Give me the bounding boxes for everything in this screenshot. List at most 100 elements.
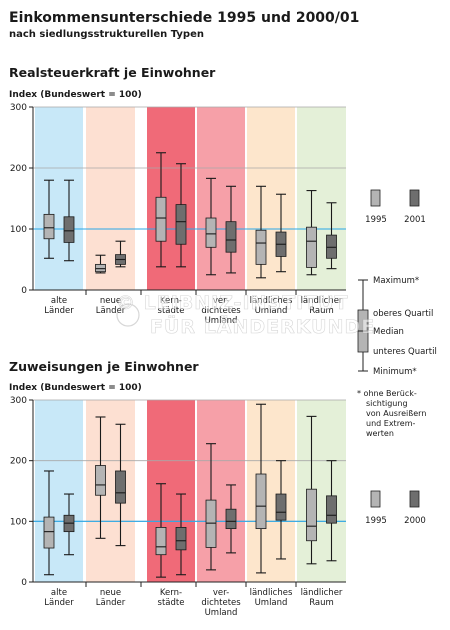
- chart-1-box-5-series-1: [255, 185, 267, 279]
- chart-1-box-3-series-1: [155, 152, 167, 268]
- chart-2-box-3-series-2: [175, 493, 187, 576]
- chart-1-box-4-series-1-iqr: [205, 217, 217, 248]
- chart-2-category-label-6-line-2: Raum: [309, 598, 334, 608]
- legend-label-series-2: 2001: [404, 215, 426, 225]
- chart-2-ytick-label-100: 100: [10, 517, 27, 527]
- figure-subtitle: nach siedlungsstrukturellen Typen: [9, 29, 204, 40]
- chart-2-band-3: [147, 400, 195, 582]
- legend-footnote: * ohne Berück- sichtigung von Ausreißern…: [357, 389, 426, 438]
- chart-1-box-6-series-1-iqr: [306, 226, 317, 268]
- chart-1-band-3: [147, 107, 195, 290]
- chart-2-band-5: [247, 400, 295, 582]
- chart-1-category-label-1-line-2: Länder: [44, 306, 74, 316]
- chart-2-box-2-series-2: [115, 423, 126, 547]
- chart-1-box-4-series-1: [205, 177, 217, 276]
- chart-1-band-6: [297, 107, 346, 290]
- chart-1-category-label-4-line-1: ver-: [213, 296, 229, 306]
- legend-swatch-series-1: [370, 189, 381, 207]
- chart-1-category-label-5-line-1: ländliches: [250, 296, 293, 306]
- chart-1-box-4-series-2: [225, 185, 237, 274]
- chart-2-category-label-1-line-2: Länder: [44, 598, 74, 608]
- chart-2-box-6-series-1: [306, 415, 317, 565]
- chart-1-box-1-series-2: [63, 179, 75, 262]
- chart-1-band-1: [35, 107, 83, 290]
- chart-2-box-4-series-1-iqr: [205, 499, 217, 548]
- chart-2-box-2-series-1: [95, 416, 106, 539]
- chart-1-category-label-1-line-1: alte: [51, 296, 67, 306]
- chart-1-category-label-3-line-1: Kern-: [160, 296, 182, 306]
- chart-1-box-6-series-1: [306, 190, 317, 276]
- chart-1-plot: 0100200300alteLänderneueLänderKern-städt…: [10, 103, 346, 326]
- footnote-line-4: und Extrem-: [366, 419, 416, 428]
- chart-2-box-1-series-2: [63, 493, 75, 556]
- legend-series-chart-2: 1995 2000: [365, 490, 426, 526]
- footnote-line-3: von Ausreißern: [366, 409, 426, 418]
- chart-1-ytick-label-300: 300: [10, 103, 27, 113]
- footnote-line-2: sichtigung: [366, 399, 408, 408]
- chart-1-category-label-5-line-2: Umland: [255, 306, 288, 316]
- chart-1-box-5-series-2: [275, 193, 287, 273]
- chart-2-box-3-series-2-iqr: [175, 527, 187, 551]
- chart-2-band-1: [35, 400, 83, 582]
- chart-2-category-label-2-line-2: Länder: [96, 598, 126, 608]
- chart-1-category-label-4-line-3: Umland: [205, 316, 238, 326]
- chart-1-box-3-series-2-iqr: [175, 204, 187, 245]
- chart-2-plot: 0100200300alteLänderneueLänderKern-städt…: [10, 396, 346, 618]
- chart-1-ytick-label-0: 0: [21, 286, 27, 296]
- chart-2-category-label-1-line-1: alte: [51, 588, 67, 598]
- chart-1-box-3-series-2: [175, 163, 187, 268]
- chart-2-box-2-series-2-iqr: [115, 470, 126, 504]
- chart-2-box-3-series-1-iqr: [155, 527, 167, 556]
- chart-2-ytick-label-200: 200: [10, 457, 27, 467]
- chart-2-box-2-series-1-iqr: [95, 465, 106, 496]
- legend-minimum-label: Minimum*: [373, 367, 417, 377]
- chart-2-category-label-4-line-1: ver-: [213, 588, 229, 598]
- chart-1-category-label-3-line-2: städte: [158, 306, 185, 316]
- chart-1-ylabel: Index (Bundeswert = 100): [9, 90, 142, 100]
- chart-1-box-6-series-2-iqr: [326, 234, 337, 259]
- chart-2-box-5-series-1: [255, 403, 267, 574]
- chart-1-category-label-2-line-2: Länder: [96, 306, 126, 316]
- watermark-line-2: FÜR LÄNDERKUNDE: [150, 314, 375, 338]
- chart-1-category-label-6-line-1: ländlicher: [301, 296, 343, 306]
- chart-1-category-label-2-line-1: neue: [100, 296, 121, 306]
- figure-title: Einkommensunterschiede 1995 und 2000/01: [9, 10, 359, 26]
- chart-1-band-2: [86, 107, 135, 290]
- chart-1-box-1-series-2-iqr: [63, 216, 75, 243]
- watermark: © LEIBNIZ-INSTITUT FÜR LÄNDERKUNDE: [116, 292, 375, 339]
- chart-1-box-3-series-1-iqr: [155, 196, 167, 242]
- chart-2-box-3-series-1: [155, 483, 167, 578]
- legend-oberes-label: oberes Quartil: [373, 309, 433, 319]
- chart-2-band-4: [197, 400, 245, 582]
- chart-2-heading: Zuweisungen je Einwohner: [9, 359, 199, 374]
- chart-1-band-4: [197, 107, 245, 290]
- chart-2-ytick-label-0: 0: [21, 578, 27, 588]
- chart-2-box-4-series-1: [205, 443, 217, 571]
- chart-2-category-label-3-line-1: Kern-: [160, 588, 182, 598]
- legend-series-chart-1: 1995 2001: [365, 189, 426, 225]
- chart-1-box-2-series-1-iqr: [95, 263, 106, 273]
- chart-1-ytick-label-200: 200: [10, 164, 27, 174]
- footnote-line-5: werten: [366, 429, 394, 438]
- chart-2-category-label-6-line-1: ländlicher: [301, 588, 343, 598]
- chart-2-category-label-5-line-1: ländliches: [250, 588, 293, 598]
- chart-2-ytick-label-300: 300: [10, 396, 27, 406]
- chart-2-box-6-series-2-iqr: [326, 495, 337, 524]
- legend-swatch-series-2b: [409, 490, 420, 508]
- legend-unteres-label: unteres Quartil: [373, 347, 437, 357]
- chart-1-heading: Realsteuerkraft je Einwohner: [9, 65, 216, 80]
- watermark-line-1: © LEIBNIZ-INSTITUT: [116, 292, 349, 314]
- chart-2-box-1-series-1: [43, 470, 55, 576]
- chart-1-box-2-series-1: [95, 254, 106, 274]
- legend-label-series-1: 1995: [365, 215, 387, 225]
- legend-swatch-series-2: [409, 189, 420, 207]
- chart-2-box-5-series-2: [275, 460, 287, 560]
- chart-2-box-6-series-1-iqr: [306, 488, 317, 542]
- chart-2-category-label-2-line-1: neue: [100, 588, 121, 598]
- chart-2-box-5-series-1-iqr: [255, 473, 267, 530]
- chart-2-box-1-series-1-iqr: [43, 516, 55, 549]
- chart-2-category-label-3-line-2: städte: [158, 598, 185, 608]
- chart-1-category-label-4-line-2: dichtetes: [201, 306, 241, 316]
- chart-2-category-label-4-line-3: Umland: [205, 608, 238, 618]
